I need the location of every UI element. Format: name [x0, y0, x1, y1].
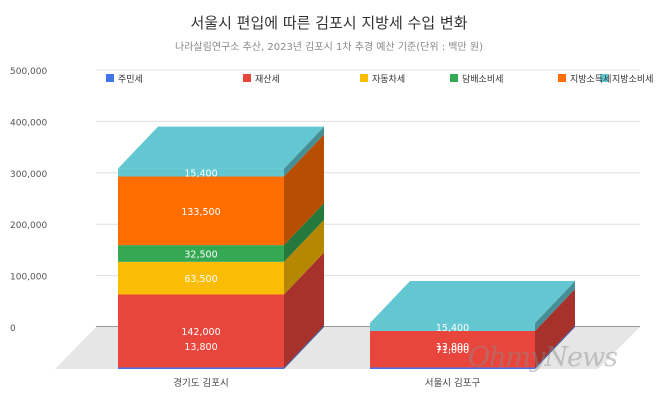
data-label: 15,400	[436, 323, 469, 334]
y-tick-label: 400,000	[10, 118, 47, 128]
legend-label: 지방소득세	[570, 74, 611, 85]
y-tick-label: 300,000	[10, 170, 47, 180]
bar-segment-side	[284, 134, 324, 246]
bar-segment	[118, 176, 284, 246]
bar-segment	[118, 261, 284, 295]
bar-segment-side	[284, 252, 324, 368]
category-label: 서울시 김포구	[425, 377, 481, 389]
bar-segment-side	[284, 325, 324, 369]
bar-segment-side	[535, 325, 575, 369]
legend-label: 주민세	[118, 74, 143, 85]
legend-swatch	[243, 74, 251, 82]
data-label: 13,800	[184, 342, 217, 353]
bar-segment	[370, 323, 535, 331]
bar-segment	[370, 367, 535, 369]
data-label: 63,500	[184, 274, 217, 285]
legend-label: 담배소비세	[462, 73, 503, 85]
data-label: 13,800	[436, 342, 469, 353]
y-tick-label: 200,000	[10, 221, 47, 231]
bar-segment-side	[535, 281, 575, 331]
data-label: 142,000	[181, 327, 220, 338]
bar-segment	[370, 330, 535, 368]
data-label: 32,500	[184, 249, 217, 260]
bar-segment-side	[284, 219, 324, 295]
legend-swatch	[450, 74, 458, 82]
x-axis-labels: 경기도 김포시 서울시 김포구	[173, 377, 480, 389]
legend-label: 지방소비세	[612, 74, 653, 85]
y-tick-label: 100,000	[10, 273, 47, 283]
legend-swatch	[600, 74, 608, 82]
legend-label: 자동차세	[372, 73, 405, 85]
bars: 142,000 63,500 32,500 133,500 15,400 71,000 15…	[118, 126, 575, 369]
bar-segment	[118, 245, 284, 262]
legend-swatch	[360, 74, 368, 82]
category-label: 경기도 김포시	[173, 377, 228, 389]
legend-swatch	[558, 74, 566, 82]
chart-title: 서울시 편입에 따른 김포시 지방세 수입 변화	[190, 14, 468, 32]
bar-segment-side	[284, 126, 324, 177]
bar-segment-side	[284, 203, 324, 262]
bar-segment-side	[535, 288, 575, 368]
bar-segment	[118, 294, 284, 368]
bar-segment	[118, 168, 284, 177]
bar-top-face	[118, 126, 324, 169]
bar-top-face	[370, 281, 575, 324]
y-tick-label: 0	[10, 324, 16, 334]
data-label: 133,500	[181, 207, 220, 218]
y-tick-label: 500,000	[10, 67, 47, 77]
legend-swatch	[106, 74, 114, 82]
bar-segment	[118, 367, 284, 369]
chart-subtitle: 나라살림연구소 추산, 2023년 김포시 1차 추경 예산 기준(단위 : 백…	[175, 42, 483, 53]
y-axis-ticks: 500,000 400,000 300,000 200,000 100,000 0	[10, 67, 47, 334]
legend-label: 재산세	[255, 74, 280, 85]
watermark-logo: OhmyNews	[468, 342, 618, 373]
data-label: 71,000	[436, 345, 469, 356]
data-label: 15,400	[184, 169, 217, 180]
